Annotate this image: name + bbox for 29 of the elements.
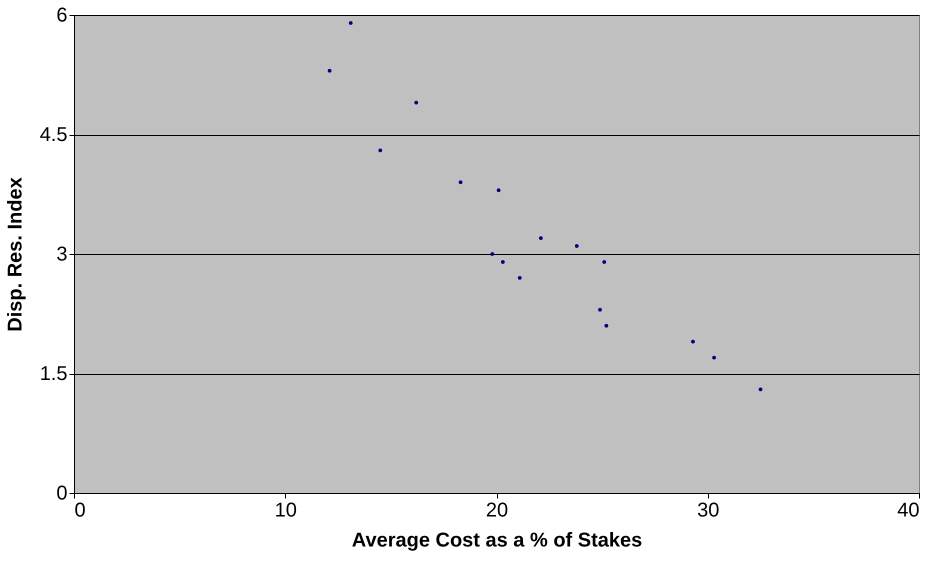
point	[518, 276, 522, 280]
x-tick-label: 30	[697, 500, 720, 522]
point	[348, 21, 353, 25]
point	[378, 148, 382, 152]
x-tick-label: 40	[897, 500, 920, 522]
point	[574, 244, 579, 248]
y-tick-label: 3	[56, 244, 68, 266]
point	[500, 260, 505, 264]
point	[496, 188, 500, 192]
point	[602, 260, 606, 264]
point	[490, 252, 494, 256]
y-tick-label: 4.5	[40, 124, 68, 146]
x-tick-label: 10	[274, 500, 297, 522]
y-tick-label: 6	[56, 4, 68, 26]
point	[691, 340, 695, 344]
point	[604, 324, 608, 328]
x-tick-label: 0	[74, 500, 86, 522]
point	[414, 100, 418, 104]
point	[328, 68, 332, 73]
point	[712, 356, 716, 360]
point	[538, 236, 543, 240]
point	[758, 388, 762, 392]
y-tick-label: 1.5	[40, 363, 68, 385]
point	[598, 308, 602, 312]
y-axis-title: Disp. Res. Index	[4, 177, 27, 332]
point	[458, 180, 462, 184]
x-axis-title: Average Cost as a % of Stakes	[352, 530, 642, 552]
y-tick-label: 0	[56, 482, 68, 504]
x-tick-label: 20	[486, 500, 508, 522]
